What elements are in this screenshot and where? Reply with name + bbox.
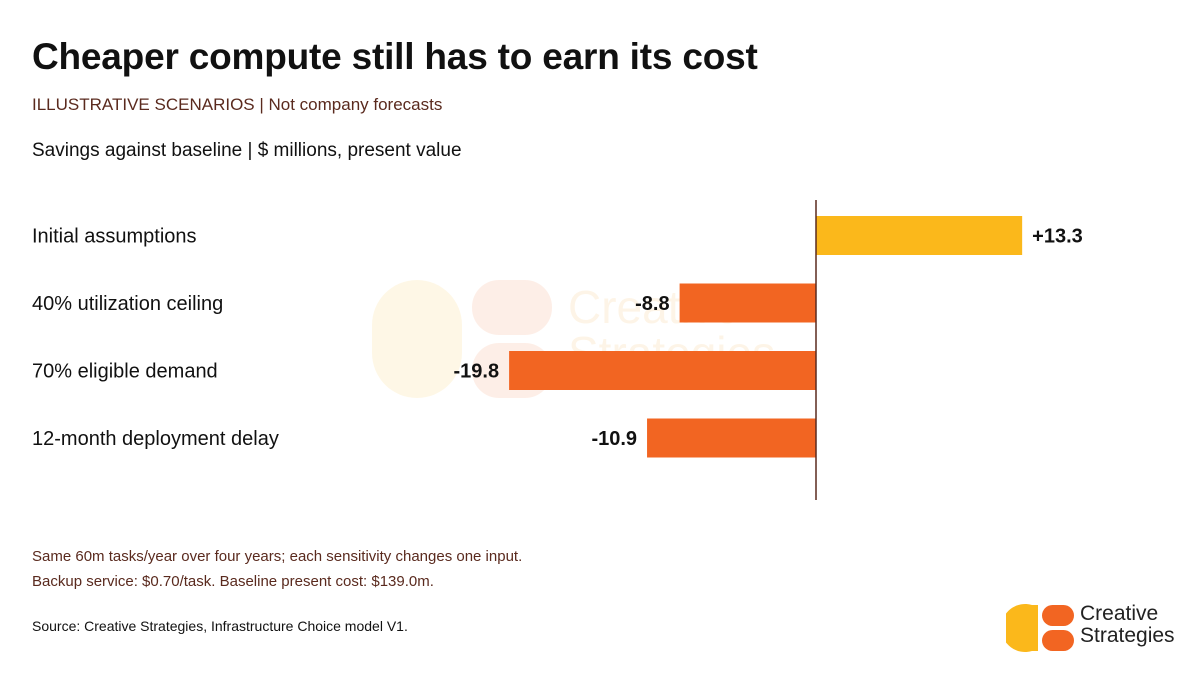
logo-line1: Creative [1080, 602, 1159, 625]
creative-strategies-logo-icon [1001, 604, 1074, 652]
footnote-line-1: Same 60m tasks/year over four years; eac… [32, 548, 523, 565]
bar [816, 216, 1023, 255]
category-label: 40% utilization ceiling [32, 293, 223, 315]
bar [509, 351, 816, 390]
category-label: Initial assumptions [32, 226, 197, 248]
data-label: -8.8 [635, 293, 669, 315]
bar [647, 418, 816, 458]
logo-line2: Strategies [1080, 624, 1175, 647]
footnote-line-2: Backup service: $0.70/task. Baseline pre… [32, 573, 434, 590]
chart-subtitle: ILLUSTRATIVE SCENARIOS | Not company for… [32, 95, 443, 114]
data-label: -19.8 [454, 361, 500, 383]
category-label: 70% eligible demand [32, 361, 218, 383]
source-note: Source: Creative Strategies, Infrastruct… [32, 618, 408, 634]
brand-logo: Creative Strategies [1001, 603, 1186, 653]
chart-title: Cheaper compute still has to earn its co… [32, 36, 758, 77]
logo-wordmark: Creative Strategies [1080, 603, 1175, 647]
category-label: 12-month deployment delay [32, 428, 279, 450]
bar [679, 283, 816, 323]
chart-units-label: Savings against baseline | $ millions, p… [32, 140, 462, 161]
data-label: +13.3 [1032, 226, 1083, 248]
data-label: -10.9 [591, 428, 637, 450]
